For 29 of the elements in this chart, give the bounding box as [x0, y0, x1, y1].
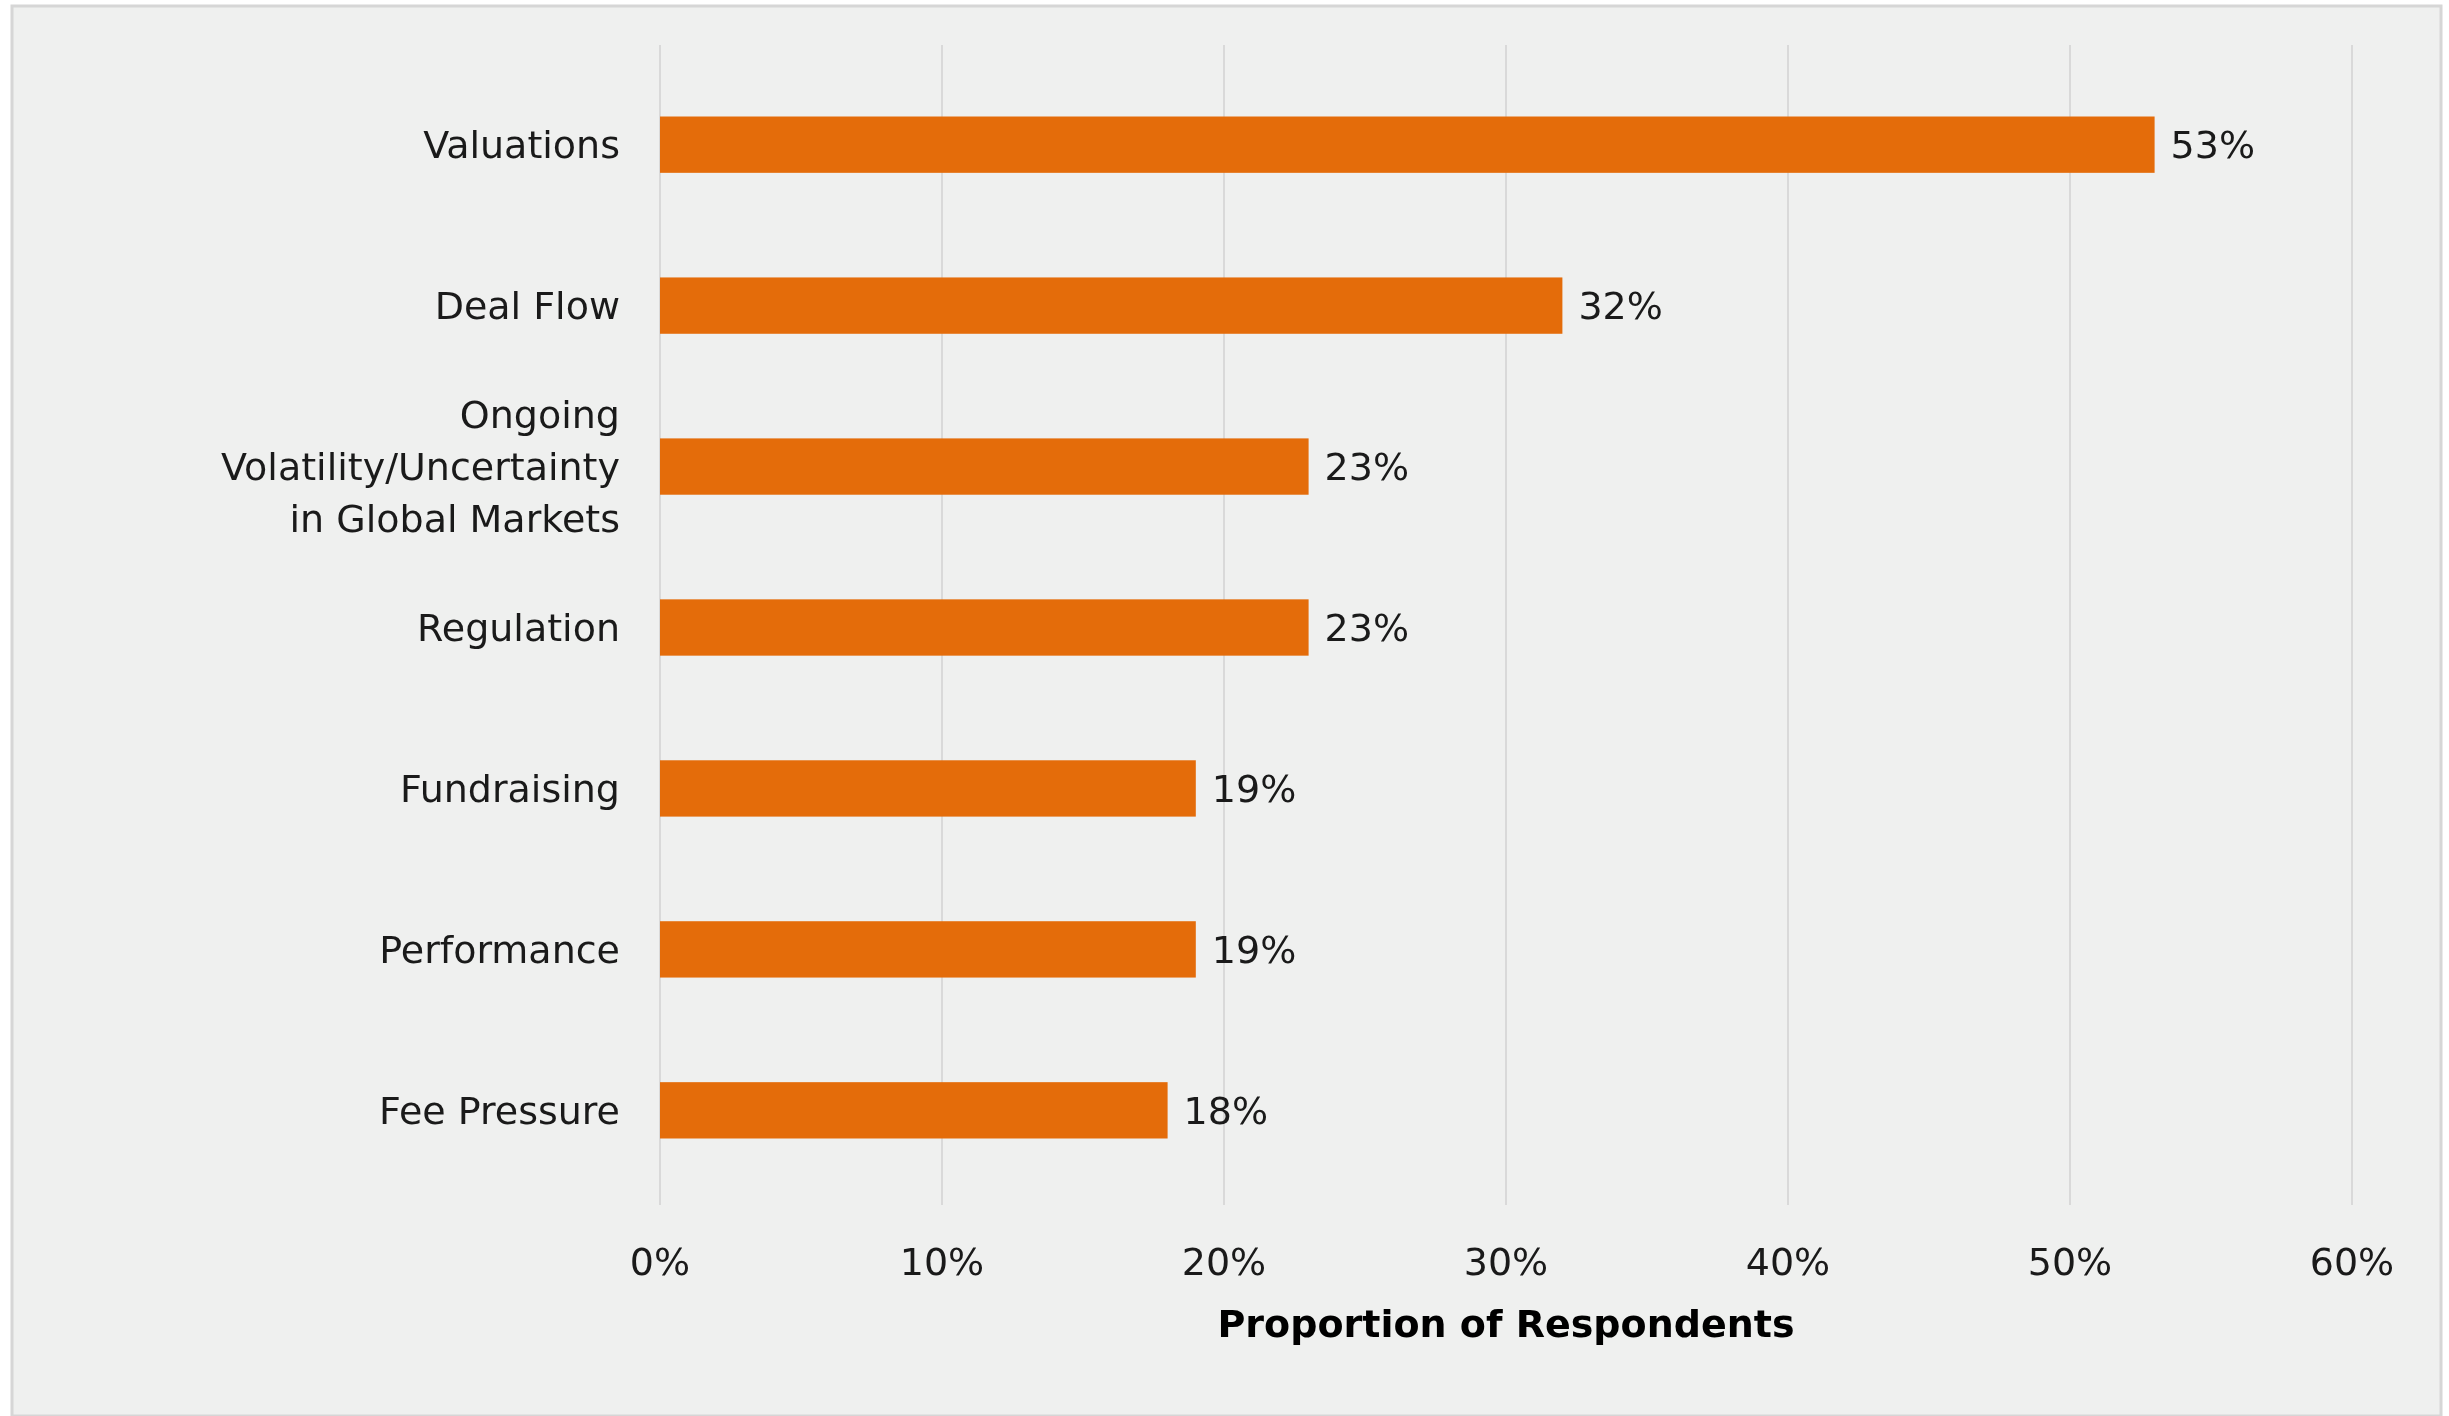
y-tick-label: Valuations	[423, 122, 620, 167]
data-label: 23%	[1324, 605, 1410, 650]
y-tick-label: Fee Pressure	[379, 1088, 620, 1133]
data-label: 18%	[1183, 1088, 1269, 1133]
x-tick-label: 0%	[629, 1240, 691, 1285]
x-tick-label: 60%	[2309, 1240, 2395, 1285]
x-tick-label: 40%	[1745, 1240, 1831, 1285]
x-tick-label: 50%	[2027, 1240, 2113, 1285]
y-tick-label: Deal Flow	[434, 283, 620, 328]
bar	[660, 1082, 1168, 1139]
bar	[660, 921, 1196, 978]
x-axis-title: Proportion of Respondents	[1217, 1302, 1795, 1347]
x-tick-label: 30%	[1463, 1240, 1549, 1285]
y-tick-label: Performance	[379, 927, 620, 972]
x-tick-label: 20%	[1181, 1240, 1267, 1285]
bar	[660, 760, 1196, 817]
data-label: 32%	[1578, 283, 1663, 328]
bar	[660, 277, 1563, 334]
y-tick-label: Fundraising	[399, 766, 620, 811]
data-label: 19%	[1211, 766, 1297, 811]
data-label: 23%	[1324, 444, 1410, 489]
bar	[660, 599, 1309, 656]
y-tick-label: Ongoing Volatility/Uncertainty in Global Markets	[221, 392, 620, 541]
x-tick-label: 10%	[899, 1240, 985, 1285]
data-label: 53%	[2170, 122, 2256, 167]
data-label: 19%	[1211, 927, 1297, 972]
y-tick-label: Regulation	[417, 605, 620, 650]
bar	[660, 438, 1309, 495]
bar	[660, 116, 2155, 173]
